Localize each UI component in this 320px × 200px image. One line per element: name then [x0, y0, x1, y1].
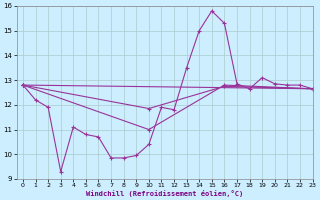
X-axis label: Windchill (Refroidissement éolien,°C): Windchill (Refroidissement éolien,°C)	[86, 190, 243, 197]
